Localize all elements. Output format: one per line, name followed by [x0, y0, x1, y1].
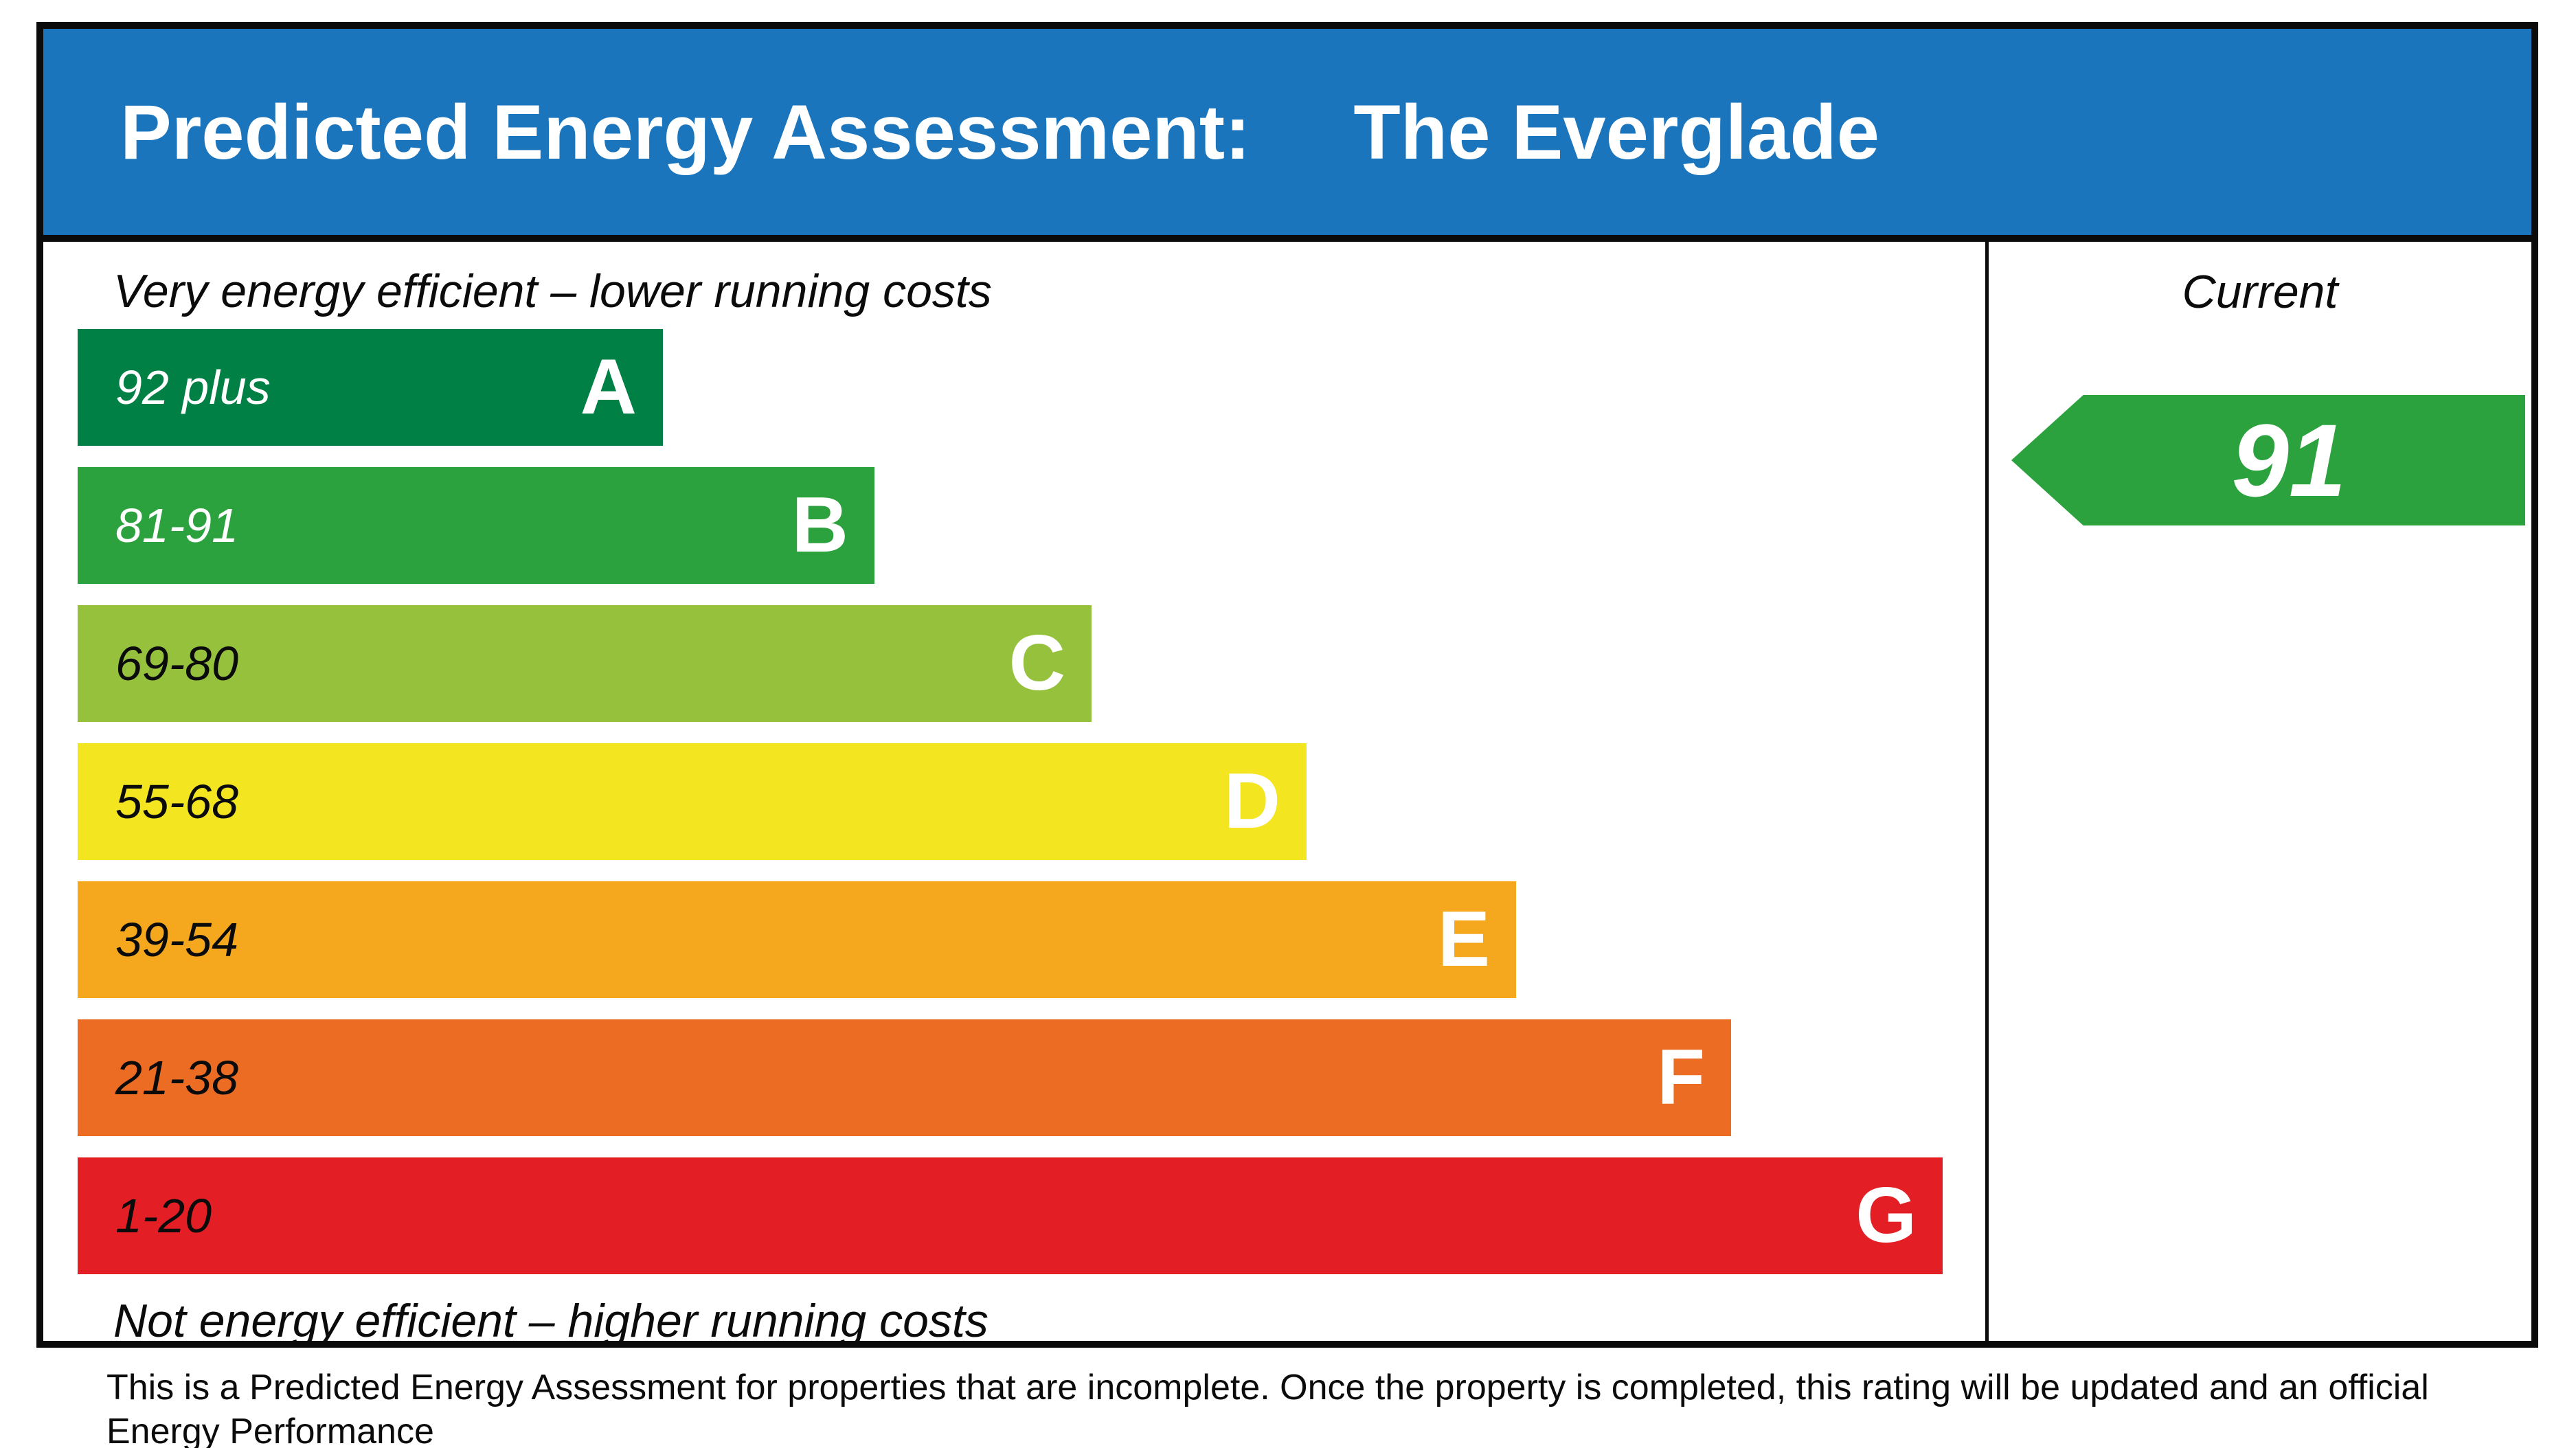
band-row-e: 39-54 E [78, 881, 1516, 998]
band-row-d: 55-68 D [78, 743, 1307, 860]
band-letter: B [791, 482, 848, 569]
bottom-caption: Not energy efficient – higher running co… [113, 1295, 988, 1347]
band-range-label: 39-54 [115, 913, 239, 966]
top-caption: Very energy efficient – lower running co… [113, 265, 992, 317]
band-row-f: 21-38 F [78, 1019, 1731, 1136]
band-range-label: 69-80 [115, 637, 239, 690]
title-bar: Predicted Energy Assessment: The Evergla… [43, 29, 2531, 242]
rating-scale-panel: Very energy efficient – lower running co… [43, 242, 1985, 1346]
band-row-b: 81-91 B [78, 467, 874, 584]
epc-outer-box: Predicted Energy Assessment: The Evergla… [36, 22, 2538, 1348]
band-row-a: 92 plus A [78, 329, 663, 446]
band-row-g: 1-20 G [78, 1157, 1943, 1274]
footer-line-1: This is a Predicted Energy Assessment fo… [106, 1368, 2429, 1448]
band-letter: G [1855, 1172, 1917, 1259]
band-letter: F [1657, 1034, 1705, 1121]
band-range-label: 81-91 [115, 499, 239, 552]
rating-bands: 92 plus A 81-91 B 69-80 C 55-68 D 39-54 E 21-38 F 1-… [78, 329, 1985, 1274]
page-title: Predicted Energy Assessment: [120, 89, 1251, 175]
band-range-label: 21-38 [115, 1051, 239, 1105]
current-rating-value: 91 [2231, 402, 2347, 518]
footer-note: This is a Predicted Energy Assessment fo… [106, 1366, 2497, 1448]
current-column: Current 91 [1985, 242, 2531, 1341]
band-range-label: 55-68 [115, 775, 239, 828]
property-name: The Everglade [1353, 89, 1880, 175]
band-letter: A [580, 343, 637, 431]
current-rating-arrow: 91 [2011, 395, 2525, 525]
band-row-c: 69-80 C [78, 605, 1092, 722]
band-letter: E [1437, 896, 1490, 983]
band-range-label: 92 plus [115, 361, 271, 414]
current-column-header: Current [2182, 266, 2338, 318]
chart-content: Very energy efficient – lower running co… [43, 242, 2531, 1346]
band-letter: C [1008, 620, 1065, 707]
band-letter: D [1223, 758, 1280, 845]
band-range-label: 1-20 [115, 1189, 212, 1243]
